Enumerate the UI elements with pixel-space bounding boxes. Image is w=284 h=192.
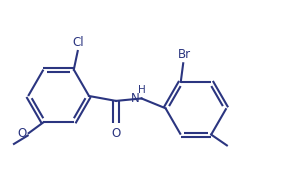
Text: H: H [138, 84, 146, 94]
Text: Cl: Cl [72, 36, 83, 49]
Text: O: O [111, 127, 121, 140]
Text: O: O [17, 127, 27, 140]
Text: N: N [131, 92, 140, 105]
Text: Br: Br [178, 48, 191, 61]
